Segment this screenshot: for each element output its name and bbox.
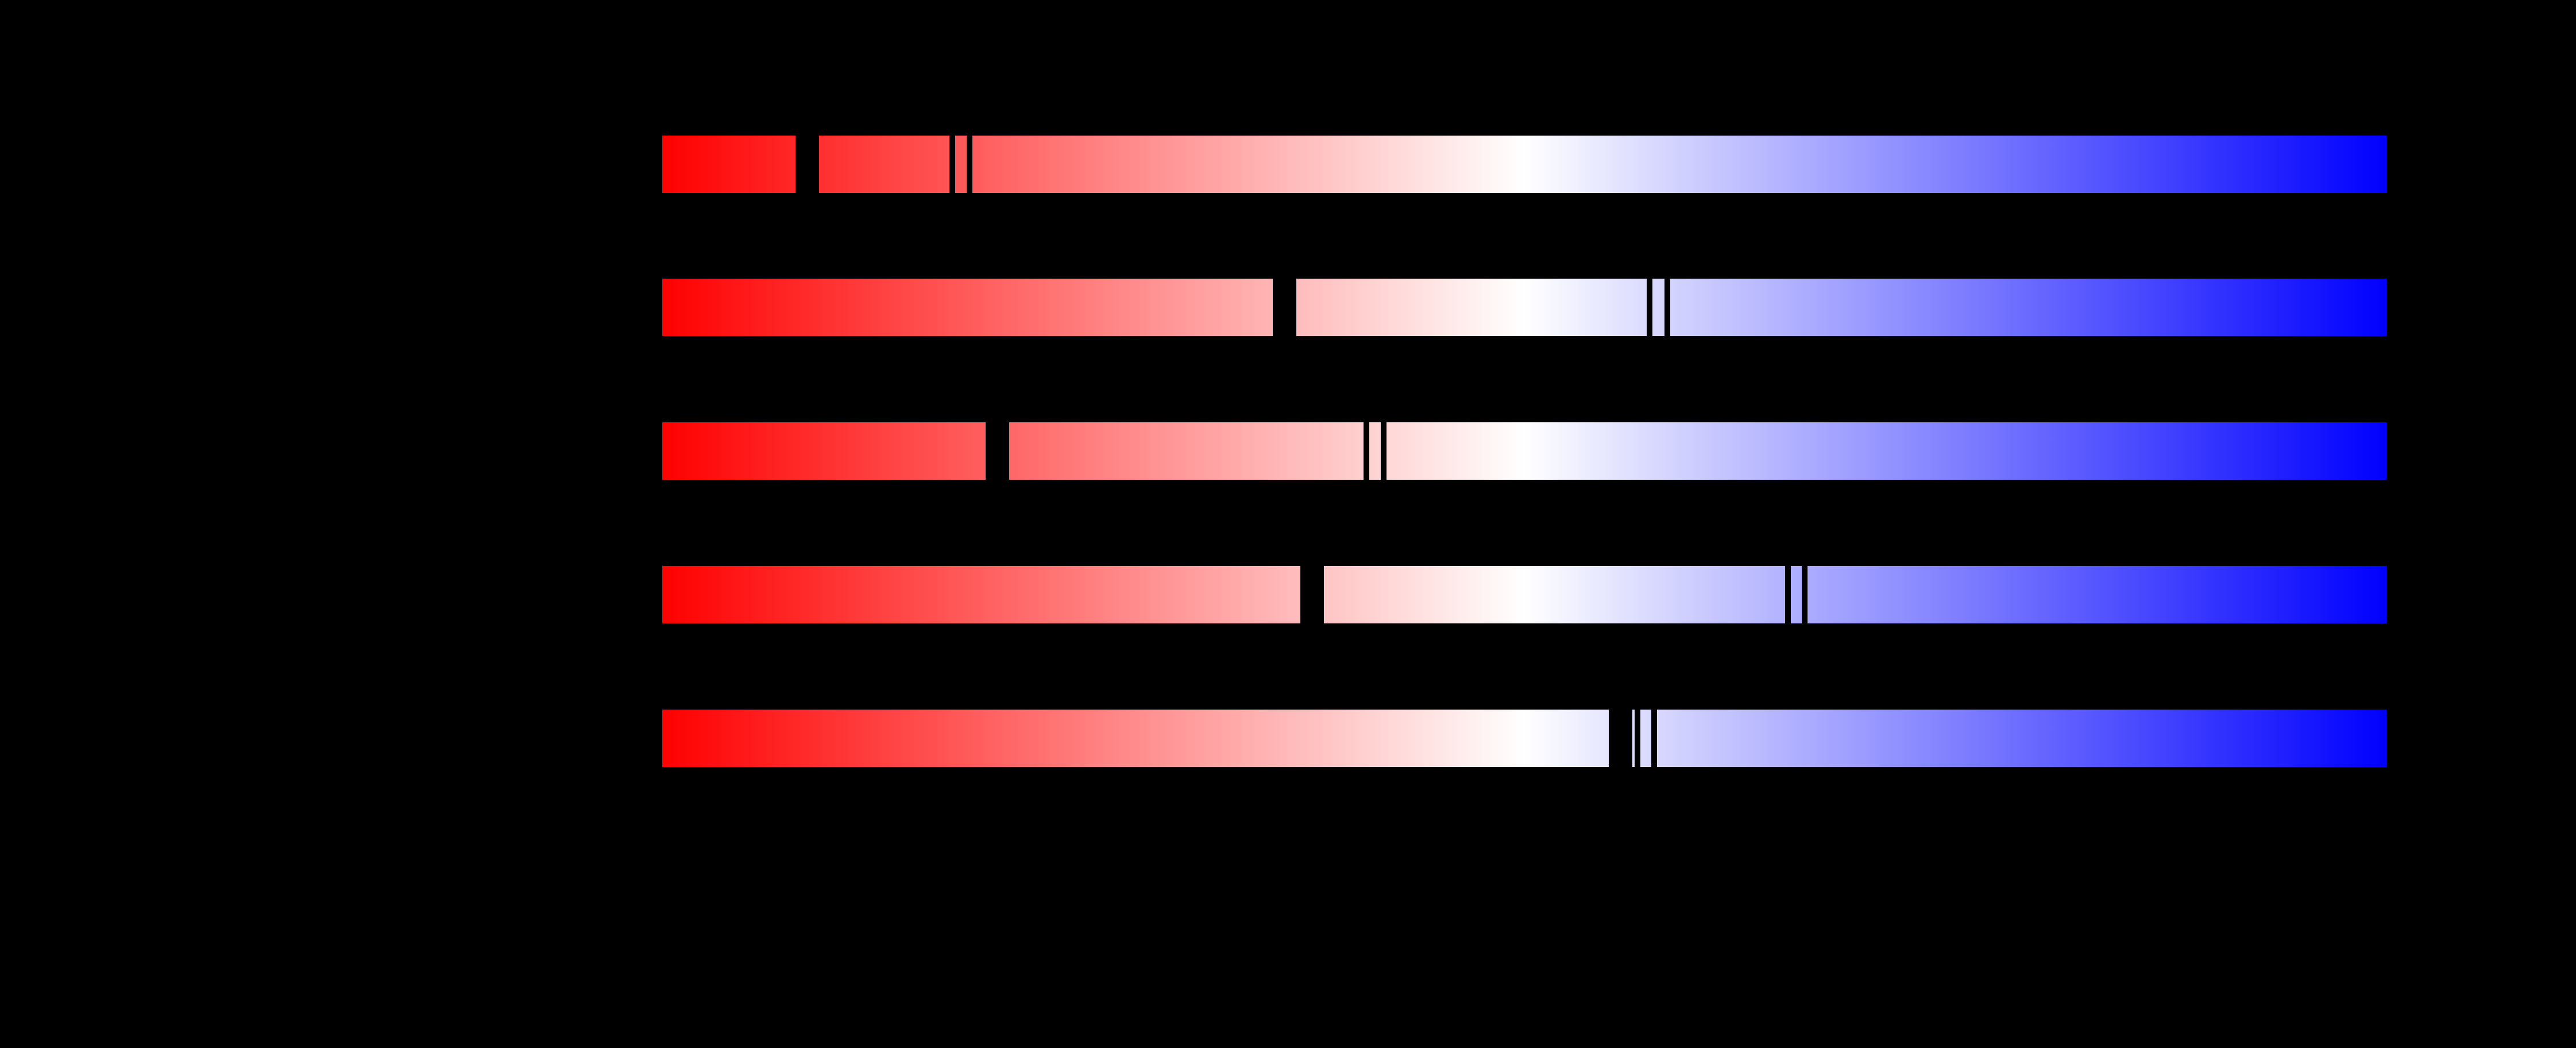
thin-marker-line-1 <box>1785 566 1791 623</box>
thin-marker-line-1 <box>1364 422 1370 480</box>
gradient-bar-row-3 <box>662 566 2386 623</box>
thin-marker-line-2 <box>1381 422 1387 480</box>
thin-marker-line-1 <box>1634 710 1640 767</box>
thin-marker-line-1 <box>949 136 956 193</box>
gradient-bar-row-2 <box>662 422 2386 480</box>
thin-marker-line-2 <box>1664 279 1671 336</box>
thick-marker-line <box>1300 566 1324 623</box>
gradient-bar-row-0 <box>662 136 2386 193</box>
thin-marker-line-2 <box>1802 566 1808 623</box>
thick-marker-line <box>1272 279 1296 336</box>
thick-marker-line <box>986 422 1010 480</box>
thin-marker-line-1 <box>1647 279 1653 336</box>
gradient-bar-row-4 <box>662 710 2386 767</box>
gradient-bar-row-1 <box>662 279 2386 336</box>
thin-marker-line-2 <box>1651 710 1658 767</box>
thick-marker-line <box>795 136 819 193</box>
thick-marker-line <box>1609 710 1633 767</box>
thin-marker-line-2 <box>967 136 973 193</box>
